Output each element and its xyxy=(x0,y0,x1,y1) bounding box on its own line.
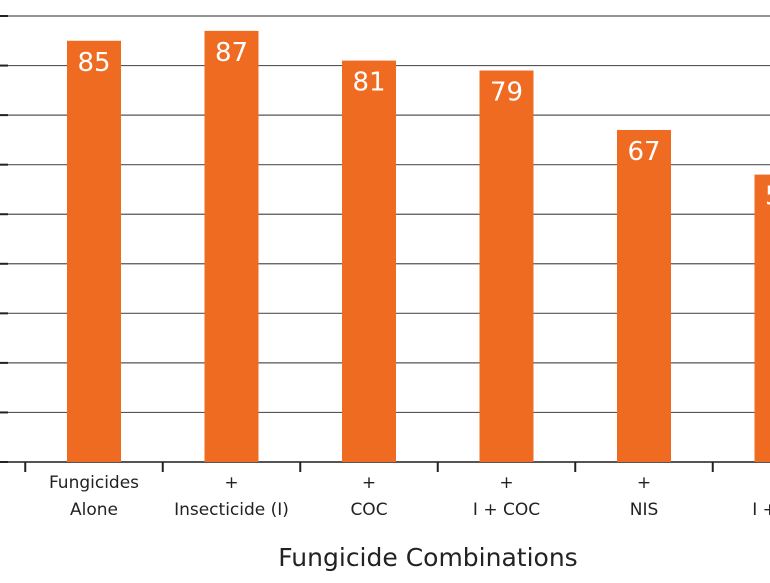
bar-value-label: 87 xyxy=(215,38,248,68)
bar-value-label: 85 xyxy=(77,48,110,78)
x-axis-title: Fungicide Combinations xyxy=(278,543,577,572)
bar-value-label: 67 xyxy=(627,137,660,167)
x-axis: Fungicides Alone + Insecticide (I) + COC + I + … xyxy=(25,462,770,520)
x-tick-label: Fungicides xyxy=(49,473,139,493)
x-tick-label: + xyxy=(362,473,376,493)
x-tick-label: Insecticide (I) xyxy=(174,500,289,520)
x-tick-label: + xyxy=(224,473,238,493)
bar xyxy=(205,31,259,462)
bar xyxy=(617,130,671,462)
bar xyxy=(755,175,770,462)
x-tick-label: NIS xyxy=(630,500,659,520)
bar-value-label: 79 xyxy=(490,78,523,108)
bar-value-label: 81 xyxy=(352,68,385,98)
bar-value-label: 58 xyxy=(765,182,770,212)
x-tick-label: + xyxy=(637,473,651,493)
x-tick-label: COC xyxy=(350,500,387,520)
x-tick-label: I + COC xyxy=(473,500,540,520)
x-tick-label: I + NIS xyxy=(752,500,770,520)
bar xyxy=(67,41,121,462)
bar xyxy=(480,71,534,462)
bars xyxy=(67,31,770,462)
bar xyxy=(342,61,396,462)
x-tick-label: Alone xyxy=(70,500,118,520)
x-tick-label: + xyxy=(499,473,513,493)
